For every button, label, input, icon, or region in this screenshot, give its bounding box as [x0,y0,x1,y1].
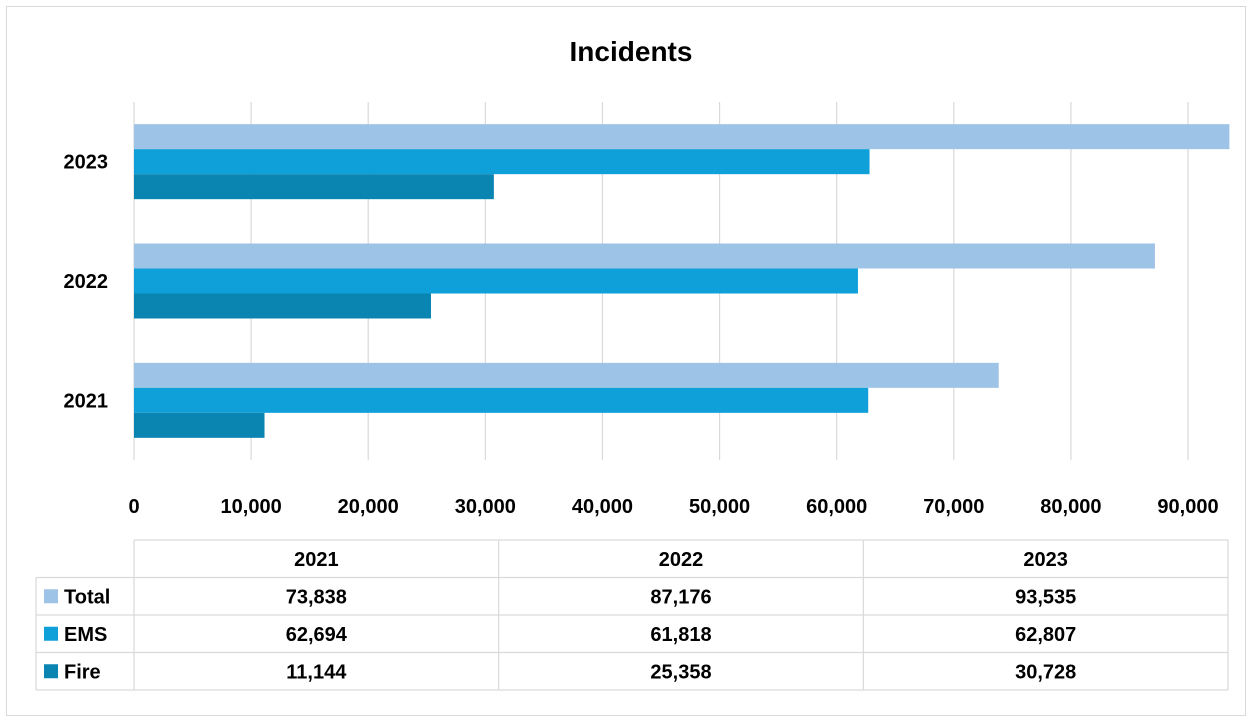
x-tick-label-5: 50,000 [689,496,750,518]
table-header-2022: 2022 [659,549,704,571]
table-cell-total-2023: 93,535 [1015,586,1076,608]
table-header-2021: 2021 [294,549,339,571]
category-label-2023: 2023 [64,152,109,174]
table-cell-fire-2023: 30,728 [1015,661,1076,683]
table-cell-total-2022: 87,176 [650,586,711,608]
bar-total-2022 [134,243,1155,269]
legend-swatch-total [44,589,58,604]
x-tick-label-3: 30,000 [455,496,516,518]
bar-total-2023 [134,124,1230,150]
x-tick-label-7: 70,000 [923,496,984,518]
x-tick-label-6: 60,000 [806,496,867,518]
table-row-label-ems: EMS [64,624,107,646]
table-row-label-total: Total [64,586,110,608]
bar-ems-2021 [134,387,869,413]
x-tick-label-8: 80,000 [1040,496,1101,518]
x-tick-label-0: 0 [128,496,139,518]
table-cell-fire-2021: 11,144 [286,661,347,683]
bar-fire-2021 [134,412,265,438]
bar-total-2021 [134,362,999,388]
legend-swatch-ems [44,626,58,641]
table-header-2023: 2023 [1023,549,1068,571]
chart-title: Incidents [570,36,693,67]
legend-swatch-fire [44,664,58,679]
table-row-label-fire: Fire [64,661,101,683]
table-cell-fire-2022: 25,358 [650,661,711,683]
x-tick-label-4: 40,000 [572,496,633,518]
x-tick-label-1: 10,000 [221,496,282,518]
category-label-2022: 2022 [64,271,109,293]
x-tick-label-9: 90,000 [1157,496,1218,518]
bar-ems-2022 [134,268,858,294]
bar-fire-2023 [134,174,494,200]
category-label-2021: 2021 [64,390,109,412]
table-cell-ems-2022: 61,818 [650,624,711,646]
table-cell-ems-2021: 62,694 [286,624,348,646]
bar-fire-2022 [134,293,431,319]
bar-ems-2023 [134,149,870,175]
table-cell-total-2021: 73,838 [286,586,347,608]
table-cell-ems-2023: 62,807 [1015,624,1076,646]
x-tick-label-2: 20,000 [338,496,399,518]
